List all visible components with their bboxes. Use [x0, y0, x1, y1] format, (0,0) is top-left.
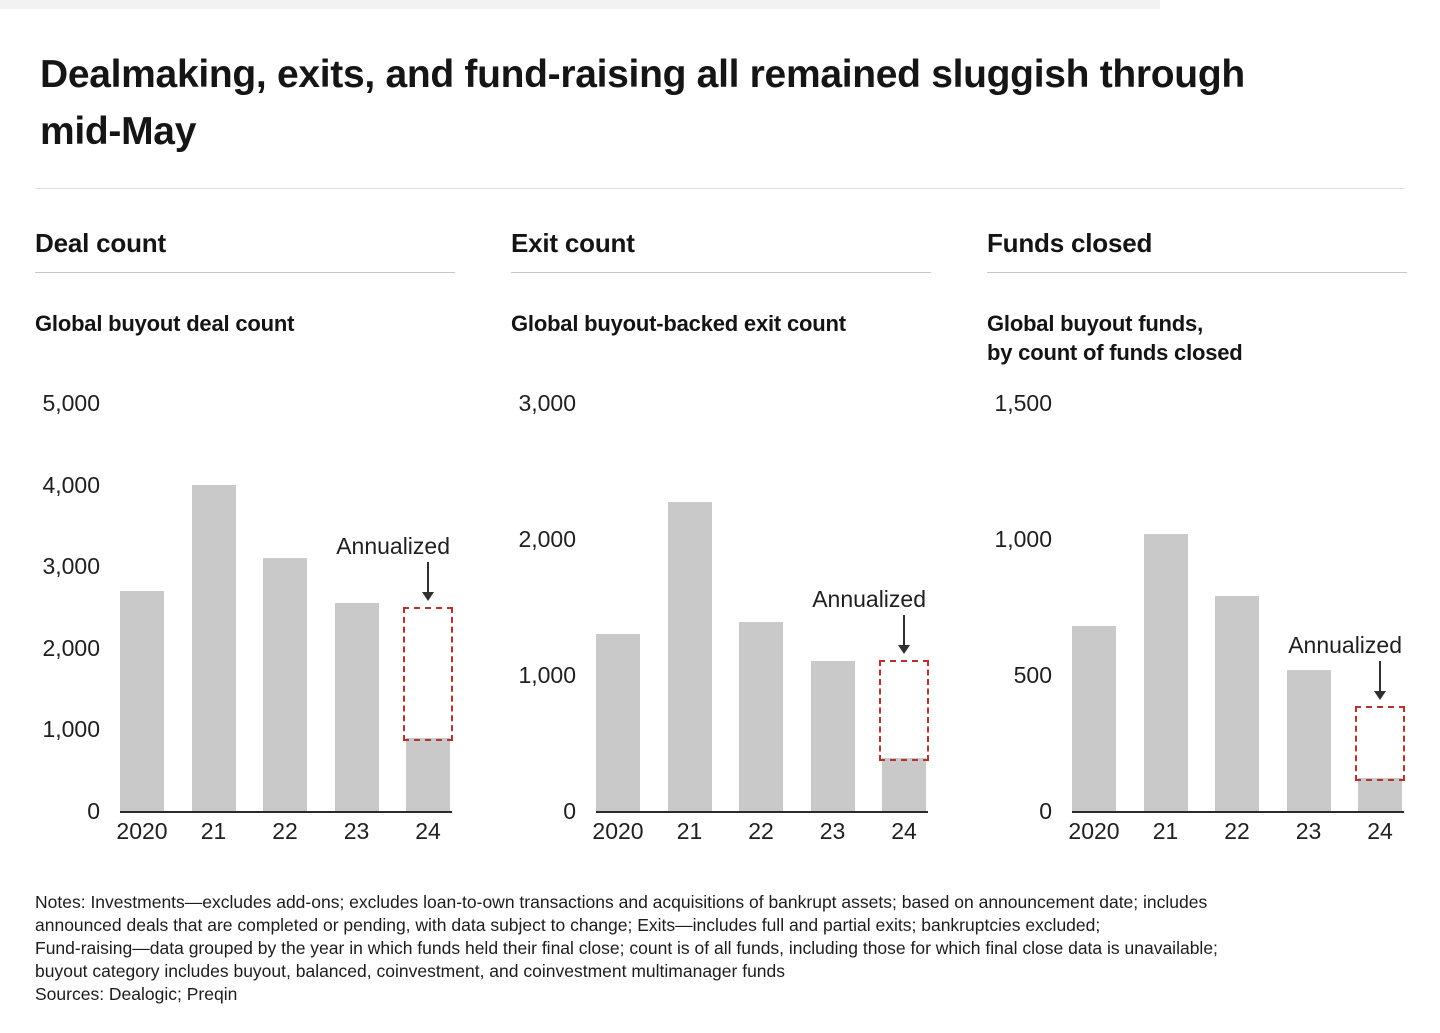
- chart-subtitle-exit-count: Global buyout-backed exit count: [511, 311, 846, 336]
- bar-24: [406, 737, 450, 811]
- x-tick-label: 24: [891, 818, 917, 844]
- bar-24: [1358, 778, 1402, 811]
- bar-23: [1286, 669, 1331, 811]
- chart-column-exit-count: Exit count Global buyout-backed exit cou…: [511, 228, 931, 843]
- section-title-exit-count: Exit count: [511, 228, 931, 273]
- y-tick-label: 0: [1039, 798, 1052, 824]
- y-tick-label: 1,000: [42, 716, 100, 743]
- bar-chart-exit-count: 0 1,000 2,000 3,000 2020 21 22 23 24 Annualized: [511, 392, 931, 843]
- section-title-funds-closed: Funds closed: [987, 228, 1407, 273]
- annualized-label: Annualized: [1288, 632, 1402, 659]
- chart-subtitle-deal-count: Global buyout deal count: [35, 311, 295, 336]
- x-tick-label: 23: [819, 818, 846, 844]
- annualized-arrow: [1379, 661, 1381, 693]
- charts-row: Deal count Global buyout deal count 0 1,0…: [0, 189, 1440, 843]
- bar-23: [810, 661, 855, 811]
- bar-2020: [596, 634, 640, 811]
- bar-21: [1143, 533, 1188, 811]
- title-divider: [35, 188, 1405, 189]
- bar-2020: [1072, 626, 1116, 811]
- annualized-arrow: [427, 562, 429, 593]
- x-tick-label: 24: [415, 818, 441, 844]
- bar-23: [334, 602, 379, 811]
- y-tick-label: 4,000: [42, 471, 100, 498]
- annualized-outline-box: [879, 660, 929, 761]
- x-tick-label: 23: [1295, 818, 1322, 844]
- x-tick-label: 23: [343, 818, 370, 844]
- figure-title: Dealmaking, exits, and fund-raising all …: [40, 53, 1245, 153]
- x-tick-label: 2020: [592, 818, 644, 844]
- bar-24: [882, 757, 926, 811]
- y-tick-label: 1,500: [994, 390, 1052, 416]
- x-tick-label: 22: [1224, 818, 1250, 844]
- x-tick-label: 22: [272, 818, 298, 844]
- bar-21: [191, 484, 236, 811]
- sources-text: Sources: Dealogic; Preqin: [35, 984, 238, 1004]
- y-tick-label: 5,000: [42, 390, 100, 416]
- chart-subtitle-funds-closed: Global buyout funds, by count of funds c…: [987, 311, 1243, 365]
- y-tick-label: 0: [563, 798, 576, 824]
- x-axis-line: [596, 811, 928, 813]
- annualized-label: Annualized: [336, 533, 450, 559]
- y-tick-label: 3,000: [518, 390, 576, 416]
- y-tick-label: 3,000: [42, 553, 100, 580]
- y-tick-label: 2,000: [518, 526, 576, 552]
- annualized-arrow-head: [422, 592, 434, 601]
- x-tick-label: 21: [200, 818, 227, 844]
- x-tick-label: 2020: [1068, 818, 1120, 844]
- y-tick-label: 1,000: [994, 526, 1052, 552]
- x-tick-label: 21: [676, 818, 703, 844]
- bar-21: [667, 502, 712, 811]
- bar-22: [739, 621, 783, 811]
- annualized-outline-box: [403, 607, 453, 741]
- bar-22: [1215, 596, 1259, 811]
- y-tick-label: 2,000: [42, 634, 100, 661]
- annualized-outline-box: [1355, 706, 1405, 782]
- bar-2020: [120, 590, 164, 811]
- x-tick-label: 21: [1152, 818, 1179, 844]
- y-tick-label: 500: [1013, 662, 1052, 688]
- x-axis-line: [1072, 811, 1404, 813]
- bar-22: [263, 558, 307, 811]
- x-tick-label: 2020: [116, 818, 168, 844]
- x-tick-label: 22: [748, 818, 774, 844]
- annualized-arrow-head: [1374, 691, 1386, 701]
- screenshot-edge-artifact: [0, 0, 1160, 9]
- y-tick-label: 1,000: [518, 662, 576, 688]
- annualized-arrow-head: [898, 645, 910, 655]
- notes-text: Notes: Investments—excludes add-ons; exc…: [35, 892, 1218, 981]
- x-axis-line: [120, 811, 452, 813]
- x-tick-label: 24: [1367, 818, 1393, 844]
- y-tick-label: 0: [87, 798, 100, 824]
- chart-column-funds-closed: Funds closed Global buyout funds, by cou…: [987, 228, 1407, 843]
- section-title-deal-count: Deal count: [35, 228, 455, 273]
- chart-column-deal-count: Deal count Global buyout deal count 0 1,0…: [35, 228, 455, 843]
- annualized-label: Annualized: [812, 586, 926, 613]
- bar-chart-funds-closed: 0 500 1,000 1,500 2020 21 22 23 24 Annualized: [987, 392, 1407, 843]
- bar-chart-deal-count: 0 1,000 2,000 3,000 4,000 5,000 2020 21 22 23 24 An…: [35, 392, 455, 843]
- annualized-arrow: [903, 615, 905, 647]
